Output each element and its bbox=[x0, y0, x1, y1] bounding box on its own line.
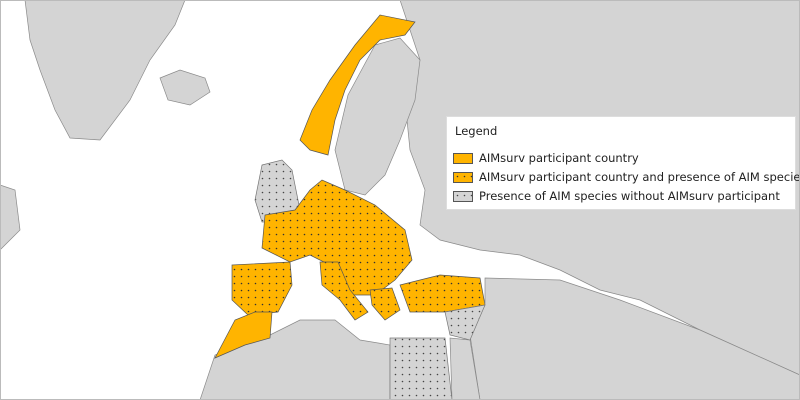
legend-item-participant: AIMsurv participant country bbox=[453, 151, 639, 165]
legend-title: Legend bbox=[455, 124, 498, 138]
turkey bbox=[399, 274, 486, 313]
norway bbox=[299, 14, 416, 156]
morocco bbox=[214, 311, 273, 359]
east-africa bbox=[449, 337, 481, 400]
central-europe bbox=[261, 179, 413, 296]
legend-label: AIMsurv participant country bbox=[479, 151, 639, 165]
iceland bbox=[159, 69, 211, 106]
italy bbox=[319, 261, 369, 321]
iberia bbox=[231, 261, 293, 316]
map-legend: Legend AIMsurv participant country AIMsu… bbox=[446, 116, 800, 210]
dotted-gray-swatch bbox=[453, 190, 473, 202]
legend-item-species-only: Presence of AIM species without AIMsurv … bbox=[453, 189, 780, 203]
legend-item-participant-species: AIMsurv participant country and presence… bbox=[453, 170, 800, 184]
greenland bbox=[24, 0, 186, 141]
solid-orange-swatch bbox=[453, 152, 473, 164]
canada-fragment bbox=[0, 184, 21, 251]
sweden-finland bbox=[334, 37, 421, 196]
greece bbox=[369, 287, 401, 321]
egypt bbox=[389, 337, 453, 400]
legend-label: AIMsurv participant country and presence… bbox=[479, 170, 800, 184]
legend-label: Presence of AIM species without AIMsurv … bbox=[479, 189, 780, 203]
dotted-orange-swatch bbox=[453, 171, 473, 183]
